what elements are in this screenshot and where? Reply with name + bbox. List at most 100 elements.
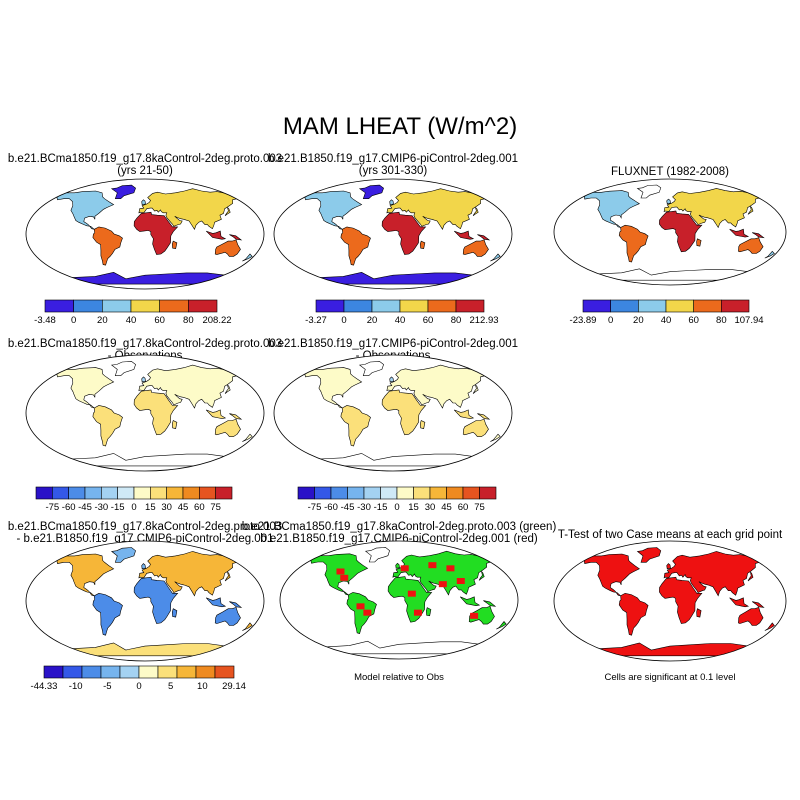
colorbar-box (638, 299, 667, 313)
continent-madagascar (171, 608, 178, 618)
continent-newGuinea (229, 601, 243, 608)
p2-colorbar: -3.27 0 20 40 60 80 212.93 (305, 299, 499, 330)
p1-map (25, 178, 265, 290)
colorbar-box (182, 486, 200, 500)
colorbar-label: 75 (474, 502, 485, 513)
colorbar-box (102, 299, 132, 313)
continent-southAmerica (340, 226, 371, 266)
continent-nz (242, 622, 253, 631)
continent-nz (242, 433, 253, 442)
continent-eurasia (663, 188, 762, 229)
continent-eurasia (138, 551, 239, 597)
colorbar-box (101, 486, 118, 500)
continent-greenland (110, 361, 136, 376)
panel-title-line1: b.e21.B1850.f19_g17.CMIP6-piControl-2deg… (268, 338, 518, 350)
continent-indonesia (459, 596, 481, 607)
colorbar-box (43, 665, 64, 679)
colorbar-label: 40 (395, 315, 406, 326)
continent-indonesia (453, 230, 475, 240)
colorbar-box (44, 299, 74, 313)
p9-map-svg (553, 540, 787, 662)
map-border (25, 178, 265, 290)
colorbar-box (68, 486, 86, 500)
colorbar-label: 15 (145, 502, 156, 513)
continent-japan (478, 570, 485, 581)
p2-map-svg (273, 178, 513, 290)
colorbar-label: -10 (69, 681, 83, 692)
colorbar-label: -3.48 (34, 315, 56, 326)
continent-uk (141, 376, 146, 383)
panel-title-line1: b.e21.BCma1850.f19_g17.8kaControl-2deg.p… (7, 521, 283, 533)
continent-uk (666, 563, 671, 570)
continent-madagascar (171, 420, 178, 429)
colorbar-box (195, 665, 216, 679)
continent-southAmerica (92, 405, 123, 447)
continent-australia (462, 239, 489, 257)
colorbar-label: 60 (194, 502, 205, 513)
colorbar-box (455, 299, 485, 313)
colorbar-box (138, 665, 159, 679)
panel-title-line1: FLUXNET (1982-2008) (610, 166, 730, 178)
continent-southAmerica (92, 226, 123, 266)
colorbar-label: 60 (458, 502, 469, 513)
continent-uk (395, 562, 400, 569)
red-cell (470, 612, 479, 619)
red-cell (407, 590, 416, 597)
colorbar-label: 75 (210, 502, 221, 513)
p4-map-svg (25, 354, 265, 472)
p9-title: T-Test of two Case means at each grid po… (470, 529, 800, 541)
p1-title: b.e21.BCma1850.f19_g17.8kaControl-2deg.p… (0, 153, 345, 177)
colorbar-label: -44.33 (31, 681, 58, 692)
map-border (279, 540, 519, 660)
colorbar-label: 20 (633, 315, 644, 326)
red-cell (413, 609, 422, 616)
colorbar-label: -45 (341, 502, 355, 513)
colorbar-label: -60 (62, 502, 76, 513)
red-cell (428, 562, 437, 569)
colorbar-box (610, 299, 639, 313)
colorbar-label: 10 (197, 681, 208, 692)
red-cell (356, 603, 365, 610)
p5-map-svg (273, 354, 513, 472)
p4-map (25, 354, 265, 472)
p4-colorbar: -75 -60 -45 -30 -15 0 15 30 45 60 75 (35, 486, 233, 517)
continent-southAmerica (346, 592, 377, 634)
p7-colorbar: -44.33 -10 -5 0 5 10 29.14 (31, 665, 246, 696)
colorbar-box (214, 665, 235, 679)
colorbar-box (119, 665, 140, 679)
colorbar-label: 5 (168, 681, 173, 692)
continent-africa (133, 211, 179, 255)
continent-eurasia (663, 551, 762, 597)
continent-northAmerica (56, 190, 115, 230)
p5-colorbar: -75 -60 -45 -30 -15 0 15 30 45 60 75 (297, 486, 497, 517)
colorbar-box (315, 299, 345, 313)
panel-title-line2: (yrs 301-330) (358, 165, 428, 177)
colorbar-box (665, 299, 694, 313)
colorbar-box (157, 665, 178, 679)
colorbar-box (166, 486, 184, 500)
colorbar-box (582, 299, 611, 313)
p3-colorbar: -23.89 0 20 40 60 80 107.94 (570, 299, 764, 330)
p9-map (553, 540, 787, 662)
continent-indonesia (205, 597, 227, 608)
p8-map-svg (279, 540, 519, 660)
panel-title-line2: (yrs 21-50) (117, 165, 173, 177)
continent-madagascar (425, 607, 432, 617)
colorbar-box (413, 486, 431, 500)
colorbar-label: 60 (154, 315, 165, 326)
colorbar-box (133, 486, 151, 500)
colorbar-box (314, 486, 332, 500)
map-border (25, 540, 265, 662)
continent-newGuinea (229, 234, 243, 241)
continent-eurasia (138, 188, 239, 230)
colorbar-box (479, 486, 497, 500)
panel-title-line1: T-Test of two Case means at each grid po… (557, 529, 783, 541)
colorbar-label: 29.14 (222, 681, 246, 692)
colorbar-box (84, 486, 102, 500)
colorbar-label: 45 (441, 502, 452, 513)
continent-greenland (358, 361, 384, 376)
red-cell (438, 581, 447, 588)
continent-japan (472, 206, 479, 216)
panel-title-line2: b.e21.B1850.f19_g17.CMIP6-piControl-2deg… (260, 533, 538, 545)
p9-note: Cells are significant at 0.1 level (604, 672, 736, 683)
